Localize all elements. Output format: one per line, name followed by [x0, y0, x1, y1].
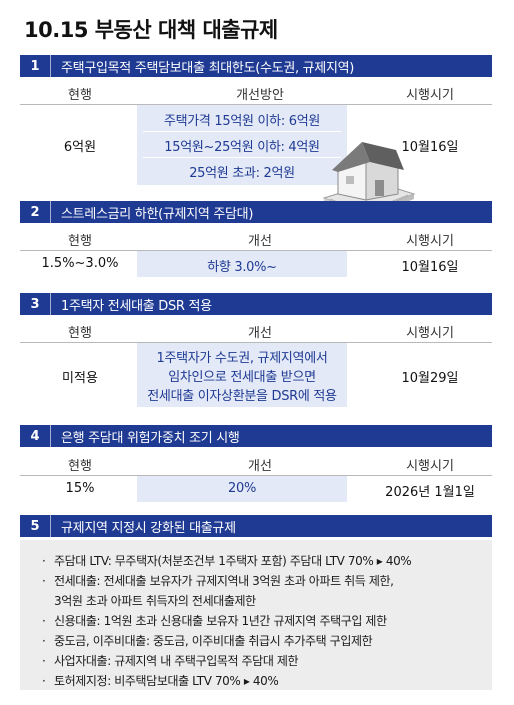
section-title: 규제지역 지정시 강화된 대출규제 — [61, 520, 236, 536]
section-number: 3 — [20, 293, 51, 315]
section-number: 5 — [20, 515, 51, 537]
col-current: 현행 — [68, 88, 92, 103]
page-title: 10.15 부동산 대책 대출규제 — [24, 18, 278, 42]
date-value: 10월16일 — [401, 260, 459, 275]
row-divider — [20, 342, 492, 343]
plan-value: 20% — [228, 481, 256, 496]
section-title: 스트레스금리 하한(규제지역 주담대) — [61, 206, 254, 222]
plan-value: 하향 3.0%~ — [207, 260, 277, 275]
col-current: 현행 — [68, 459, 92, 474]
plan-line: 임차인으로 전세대출 받으면 — [168, 370, 316, 385]
current-value: 미적용 — [62, 371, 98, 386]
row-divider — [20, 250, 492, 251]
section-2-header: 2 스트레스금리 하한(규제지역 주담대) — [20, 201, 492, 223]
col-date: 시행시기 — [406, 459, 454, 474]
section-number: 4 — [20, 425, 51, 447]
col-plan: 개선 — [248, 326, 272, 341]
col-plan: 개선 — [248, 459, 272, 474]
current-value: 1.5%~3.0% — [41, 256, 119, 271]
col-current: 현행 — [68, 234, 92, 249]
list-item: · 사업자대출: 규제지역 내 주택구입목적 주담대 제한 — [42, 654, 299, 668]
plan-highlight-box: 주택가격 15억원 이하: 6억원 15억원~25억원 이하: 4억원 25억원… — [137, 105, 347, 185]
date-value: 2026년 1월1일 — [385, 485, 475, 500]
col-current: 현행 — [68, 326, 92, 341]
plan-line: 25억원 초과: 2억원 — [189, 166, 295, 181]
plan-highlight-box: 1주택자가 수도권, 규제지역에서 임차인으로 전세대출 받으면 전세대출 이자… — [137, 343, 347, 407]
list-item: · 신용대출: 1억원 초과 신용대출 보유자 1년간 규제지역 주택구입 제한 — [42, 614, 387, 628]
plan-line: 주택가격 15억원 이하: 6억원 — [163, 114, 321, 129]
row-divider — [20, 104, 492, 105]
section-number: 1 — [20, 55, 51, 77]
col-plan: 개선 — [248, 234, 272, 249]
section-3-header: 3 1주택자 전세대출 DSR 적용 — [20, 293, 492, 315]
date-value: 10월16일 — [401, 140, 459, 155]
section-title: 1주택자 전세대출 DSR 적용 — [61, 298, 212, 314]
row-divider — [20, 475, 492, 476]
section-title: 은행 주담대 위험가중치 조기 시행 — [61, 430, 240, 446]
plan-highlight-box: 20% — [137, 476, 347, 502]
list-item: · 주담대 LTV: 무주택자(처분조건부 1주택자 포함) 주담대 LTV 70… — [42, 554, 412, 568]
col-plan: 개선방안 — [236, 88, 284, 103]
list-item: · 중도금, 이주비대출: 중도금, 이주비대출 취급시 추가주택 구입제한 — [42, 634, 373, 648]
col-date: 시행시기 — [406, 234, 454, 249]
regulation-list-panel: · 주담대 LTV: 무주택자(처분조건부 1주택자 포함) 주담대 LTV 70… — [20, 540, 492, 690]
section-4-header: 4 은행 주담대 위험가중치 조기 시행 — [20, 425, 492, 447]
col-date: 시행시기 — [406, 326, 454, 341]
current-value: 15% — [65, 481, 95, 496]
date-value: 10월29일 — [401, 371, 459, 386]
plan-line: 전세대출 이자상환분을 DSR에 적용 — [147, 389, 337, 404]
list-item-continued: 3억원 초과 아파트 취득자의 전세대출제한 — [54, 594, 256, 608]
plan-highlight-box: 하향 3.0%~ — [137, 251, 347, 277]
list-item: · 전세대출: 전세대출 보유자가 규제지역내 3억원 초과 아파트 취득 제한, — [42, 574, 394, 588]
col-date: 시행시기 — [406, 88, 454, 103]
plan-line: 1주택자가 수도권, 규제지역에서 — [156, 351, 328, 366]
plan-line: 15억원~25억원 이하: 4억원 — [164, 140, 320, 155]
section-title: 주택구입목적 주택담보대출 최대한도(수도권, 규제지역) — [61, 60, 355, 76]
list-item: · 토허제지정: 비주택담보대출 LTV 70% ▸ 40% — [42, 674, 279, 688]
section-number: 2 — [20, 201, 51, 223]
inner-divider — [143, 131, 341, 132]
section-1-header: 1 주택구입목적 주택담보대출 최대한도(수도권, 규제지역) — [20, 55, 492, 77]
section-5-header: 5 규제지역 지정시 강화된 대출규제 — [20, 515, 492, 537]
current-value: 6억원 — [63, 140, 97, 155]
inner-divider — [143, 157, 341, 158]
